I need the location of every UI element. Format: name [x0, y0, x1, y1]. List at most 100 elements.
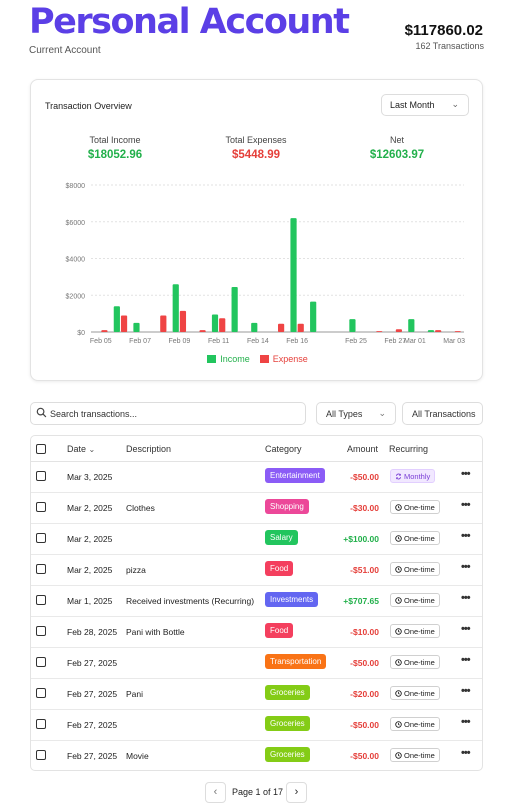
row-amount: -$30.00 — [350, 503, 379, 513]
pagination: ‹ Page 1 of 17 › — [0, 782, 515, 804]
recurring-label: One-time — [404, 751, 435, 760]
recurring-label: Monthly — [404, 472, 431, 481]
recurring-label: One-time — [404, 720, 435, 729]
table-row[interactable]: Feb 27, 2025 Pani Groceries -$20.00 One-time… — [31, 679, 482, 710]
table-row[interactable]: Feb 27, 2025 Transportation -$50.00 One-tim… — [31, 648, 482, 679]
table-row[interactable]: Mar 1, 2025 Received investments (Recurri… — [31, 586, 482, 617]
bar-expense — [219, 318, 226, 332]
row-checkbox[interactable] — [36, 533, 46, 543]
search-input[interactable]: Search transactions... — [30, 402, 306, 425]
row-date: Feb 27, 2025 — [67, 689, 118, 699]
row-amount: -$50.00 — [350, 658, 379, 668]
row-checkbox[interactable] — [36, 502, 46, 512]
x-tick-label: Feb 27 — [384, 338, 406, 345]
row-amount: -$51.00 — [350, 565, 379, 575]
type-filter-select[interactable]: All Types ⌄ — [316, 402, 396, 425]
prev-page-button[interactable]: ‹ — [205, 782, 226, 803]
row-description: Pani — [126, 689, 144, 699]
chevron-down-icon: ⌄ — [378, 408, 386, 418]
more-actions-icon[interactable]: ••• — [461, 530, 471, 542]
next-page-button[interactable]: › — [286, 782, 307, 803]
sort-chevron-icon: ⌄ — [88, 445, 96, 454]
category-badge: Salary — [265, 530, 298, 545]
recurring-label: One-time — [404, 565, 435, 574]
stat-total-income: Total Income $18052.96 — [55, 135, 175, 161]
stat-value: $12603.97 — [369, 149, 425, 161]
stat-label: Total Expenses — [225, 135, 287, 145]
bar-expense — [435, 330, 442, 332]
recurring-badge: One-time — [390, 531, 440, 545]
clock-icon — [395, 597, 402, 604]
chart-legend: Income Expense — [31, 353, 484, 364]
table-row[interactable]: Feb 27, 2025 Groceries -$50.00 One-time ••• — [31, 710, 482, 741]
row-amount: -$20.00 — [350, 689, 379, 699]
row-checkbox[interactable] — [36, 595, 46, 605]
row-checkbox[interactable] — [36, 626, 46, 636]
category-badge: Shopping — [265, 499, 309, 514]
column-description: Description — [126, 444, 172, 454]
row-checkbox[interactable] — [36, 750, 46, 760]
more-actions-icon[interactable]: ••• — [461, 468, 471, 480]
more-actions-icon[interactable]: ••• — [461, 499, 471, 511]
stat-label: Total Income — [89, 135, 141, 145]
bar-income — [290, 218, 297, 332]
stat-total-expenses: Total Expenses $5448.99 — [196, 135, 316, 161]
x-tick-label: Mar 03 — [443, 338, 465, 345]
more-actions-icon[interactable]: ••• — [461, 747, 471, 759]
category-badge: Groceries — [265, 716, 310, 731]
more-actions-icon[interactable]: ••• — [461, 685, 471, 697]
row-description: Clothes — [126, 503, 155, 513]
transaction-filter-select[interactable]: All Transactions — [402, 402, 483, 425]
stat-label: Net — [389, 135, 404, 145]
table-row[interactable]: Feb 27, 2025 Movie Groceries -$50.00 One-tim… — [31, 741, 482, 770]
table-row[interactable]: Mar 2, 2025 Salary +$100.00 One-time ••• — [31, 524, 482, 555]
table-row[interactable]: Mar 3, 2025 Entertainment -$50.00 Monthly ••… — [31, 462, 482, 493]
row-amount: -$50.00 — [350, 751, 379, 761]
bar-expense — [395, 329, 402, 332]
row-checkbox[interactable] — [36, 719, 46, 729]
table-row[interactable]: Mar 2, 2025 Clothes Shopping -$30.00 One-tim… — [31, 493, 482, 524]
transaction-overview-card: Transaction Overview Last Month ⌄ Total … — [30, 79, 483, 381]
category-badge: Entertainment — [265, 468, 325, 483]
clock-icon — [395, 628, 402, 635]
more-actions-icon[interactable]: ••• — [461, 654, 471, 666]
table-row[interactable]: Mar 2, 2025 pizza Food -$51.00 One-time ••• — [31, 555, 482, 586]
more-actions-icon[interactable]: ••• — [461, 561, 471, 573]
row-checkbox[interactable] — [36, 688, 46, 698]
more-actions-icon[interactable]: ••• — [461, 623, 471, 635]
x-tick-label: Feb 07 — [129, 338, 151, 345]
period-select[interactable]: Last Month ⌄ — [381, 94, 469, 116]
recurring-badge: One-time — [390, 655, 440, 669]
bar-expense — [297, 323, 304, 332]
clock-icon — [395, 566, 402, 573]
bar-income — [427, 330, 435, 332]
search-icon — [36, 407, 47, 418]
recurring-label: One-time — [404, 503, 435, 512]
stat-value: $18052.96 — [87, 149, 143, 161]
bar-expense — [454, 331, 461, 332]
row-checkbox[interactable] — [36, 564, 46, 574]
row-date: Feb 28, 2025 — [67, 627, 118, 637]
select-all-checkbox[interactable] — [36, 444, 46, 454]
column-date[interactable]: Date ⌄ — [67, 444, 95, 454]
y-tick-label: $4000 — [66, 257, 86, 264]
more-actions-icon[interactable]: ••• — [461, 716, 471, 728]
row-date: Feb 27, 2025 — [67, 720, 118, 730]
legend-swatch-income — [207, 354, 217, 363]
search-placeholder: Search transactions... — [50, 409, 138, 419]
row-description: Pani with Bottle — [126, 627, 185, 637]
category-badge: Transportation — [265, 654, 327, 669]
row-checkbox[interactable] — [36, 471, 46, 481]
row-checkbox[interactable] — [36, 657, 46, 667]
column-recurring: Recurring — [389, 444, 429, 454]
row-date: Mar 1, 2025 — [67, 596, 113, 606]
bar-income — [231, 286, 238, 332]
type-filter-value: All Types — [326, 409, 363, 419]
row-date: Mar 3, 2025 — [67, 472, 113, 482]
recurring-label: One-time — [404, 534, 435, 543]
recurring-badge: One-time — [390, 562, 440, 576]
table-row[interactable]: Feb 28, 2025 Pani with Bottle Food -$10.00 O… — [31, 617, 482, 648]
x-tick-label: Feb 11 — [208, 338, 229, 345]
row-description: pizza — [126, 565, 146, 575]
more-actions-icon[interactable]: ••• — [461, 592, 471, 604]
